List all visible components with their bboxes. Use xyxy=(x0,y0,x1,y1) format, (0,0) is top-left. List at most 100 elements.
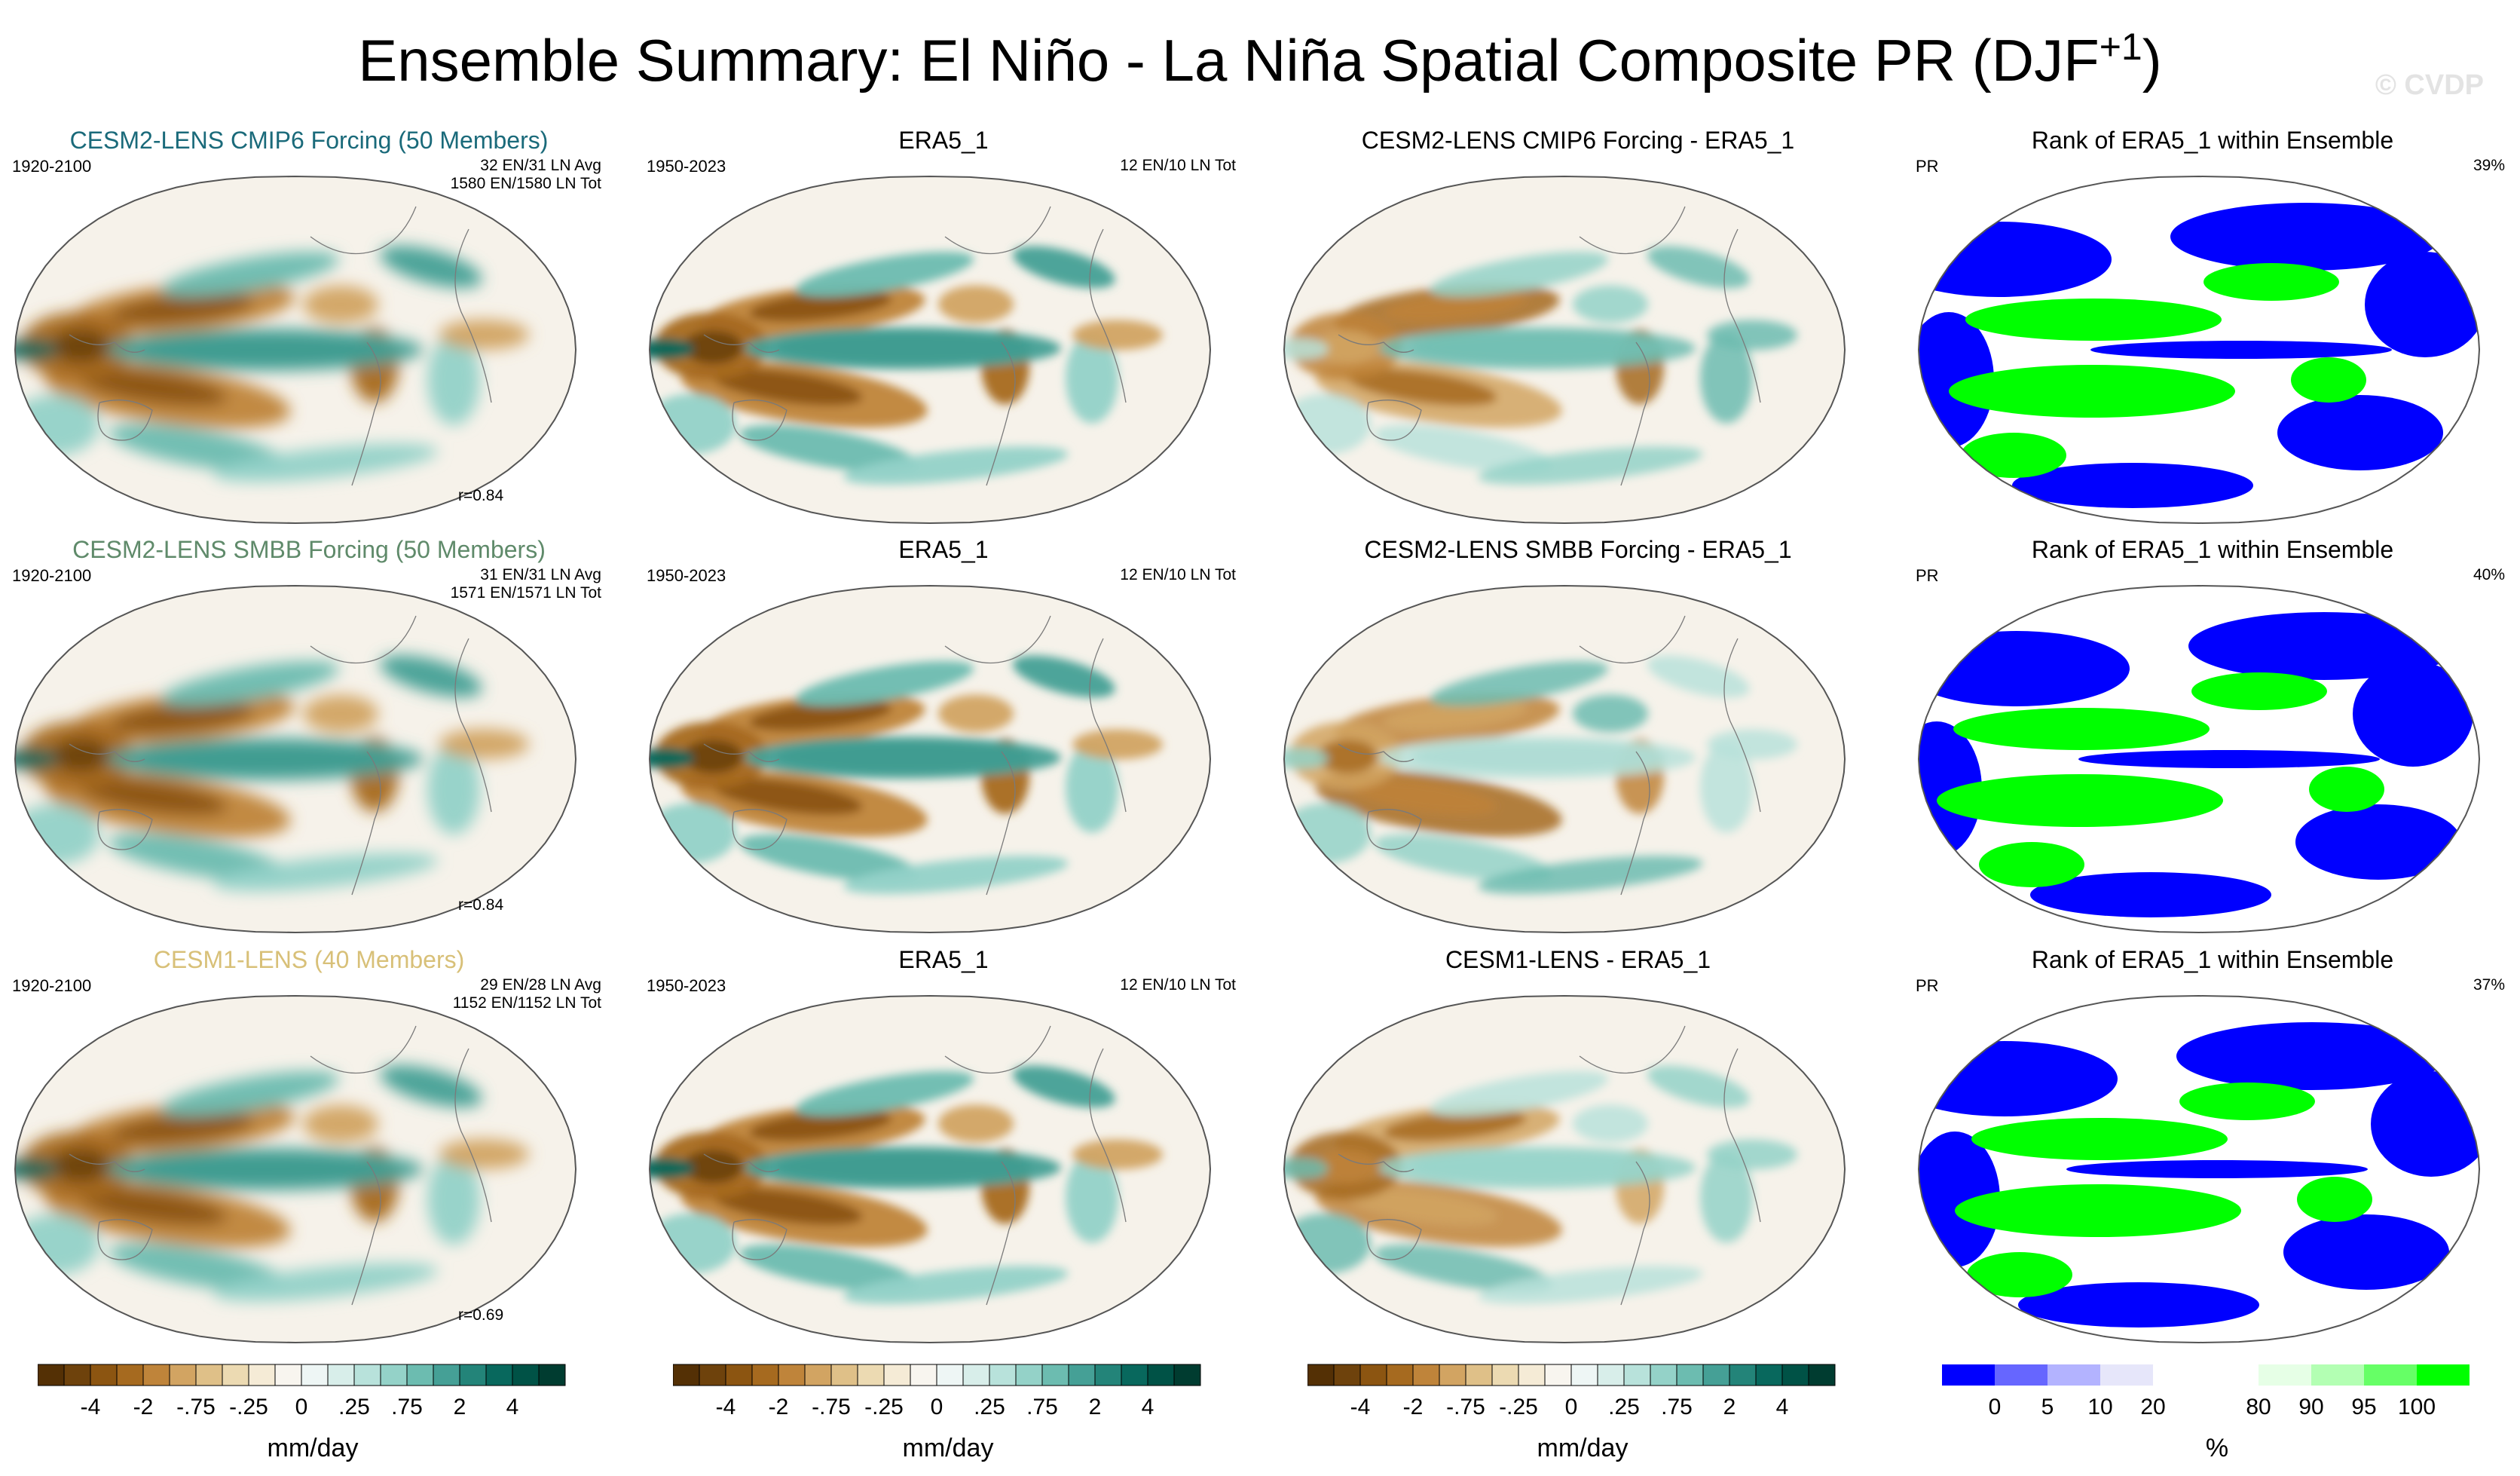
colorbar-swatch xyxy=(248,1364,276,1386)
colorbar-tick-label: -4 xyxy=(1350,1395,1371,1419)
precip-anomaly-region xyxy=(427,335,480,425)
map-outline xyxy=(1283,584,1846,934)
precip-anomaly-region xyxy=(1379,1147,1696,1189)
coastline xyxy=(986,751,1016,896)
coastline xyxy=(97,809,153,850)
precip-anomaly-region xyxy=(15,1214,99,1275)
precip-anomaly-region xyxy=(1430,660,1609,707)
rank-region xyxy=(2012,463,2253,508)
colorbar-tick-label: 0 xyxy=(295,1395,308,1419)
colorbar-tick-label: -.25 xyxy=(864,1395,904,1419)
precip-anomaly-region xyxy=(15,804,99,865)
rank-region xyxy=(1919,721,1982,857)
colorbar-tick-label: 0 xyxy=(931,1395,943,1419)
colorbar-swatch xyxy=(90,1364,118,1386)
coastline xyxy=(69,1153,145,1172)
precip-anomaly-region xyxy=(1374,1244,1552,1292)
colorbar-swatch xyxy=(936,1364,964,1386)
precip-anomaly-region xyxy=(1347,369,1497,406)
map-outline xyxy=(1917,584,2481,934)
coastline xyxy=(944,1025,1051,1074)
map-outline xyxy=(1283,175,1846,525)
coastlines xyxy=(1338,206,1761,486)
colorbar-swatch xyxy=(380,1364,408,1386)
precip-anomaly-region xyxy=(303,286,378,323)
rank-region xyxy=(2203,263,2339,301)
map-outline xyxy=(648,584,1212,934)
precip-anomaly-region xyxy=(108,1243,287,1291)
precip-anomaly-region xyxy=(107,1148,424,1190)
colorbar-swatch xyxy=(1359,1364,1387,1386)
precip-anomaly-region xyxy=(1347,1188,1497,1225)
panel-title: ERA5_1 xyxy=(898,536,989,563)
colorbar-swatch xyxy=(38,1364,65,1386)
map-outline xyxy=(1917,994,2481,1344)
colorbar-tick-label: 0 xyxy=(1565,1395,1578,1419)
colorbar-swatch xyxy=(301,1364,329,1386)
colorbar-swatch xyxy=(1597,1364,1625,1386)
precip-anomaly-region xyxy=(1072,729,1163,760)
precip-anomaly-region xyxy=(213,1263,439,1302)
map-obs-row1 xyxy=(648,175,1212,525)
map-rank-row1 xyxy=(1917,175,2481,525)
precip-anomaly-region xyxy=(650,1213,736,1274)
colorbar-tick-label: 0 xyxy=(1989,1395,2002,1419)
colorbar-swatch xyxy=(116,1364,144,1386)
coastline xyxy=(1366,809,1422,850)
precip-anomaly-region xyxy=(1430,251,1609,298)
panel-rank-row1: Rank of ERA5_1 within Ensemble PR 39% xyxy=(1904,127,2520,534)
coastline xyxy=(97,1219,153,1260)
rank-region xyxy=(2277,395,2443,470)
precip-anomaly-region xyxy=(15,339,58,360)
precip-anomaly-region xyxy=(1072,1139,1163,1170)
panel-ensemble-row1: CESM2-LENS CMIP6 Forcing (50 Members) 19… xyxy=(0,127,618,534)
rank-percent: 37% xyxy=(2473,976,2505,994)
colorbar-swatch xyxy=(1544,1364,1572,1386)
precip-anomaly-region xyxy=(1072,320,1163,351)
coastline xyxy=(1620,1161,1650,1306)
colorbar-swatch xyxy=(962,1364,990,1386)
precip-anomaly-region xyxy=(439,1139,529,1169)
colorbar-tick-label: -2 xyxy=(769,1395,789,1419)
map-rank-row2 xyxy=(1917,584,2481,934)
precip-anomaly-region xyxy=(650,803,736,864)
colorbar-swatch xyxy=(673,1364,700,1386)
panel-title: Rank of ERA5_1 within Ensemble xyxy=(2031,946,2394,973)
colorbar-swatch xyxy=(406,1364,434,1386)
coastline xyxy=(351,1161,381,1306)
colorbar-tick-label: -.75 xyxy=(1446,1395,1485,1419)
map-rank-row3 xyxy=(1917,994,2481,1344)
precip-anomaly-region xyxy=(1379,327,1696,369)
coastlines xyxy=(1338,615,1761,896)
coastline xyxy=(944,615,1051,664)
counts-avg: 29 EN/28 LN Avg xyxy=(480,976,601,994)
coastline xyxy=(1366,400,1422,441)
coastlines xyxy=(69,615,492,896)
rank-region xyxy=(1919,631,2130,706)
map-outline xyxy=(1283,994,1846,1344)
precip-anomaly-region xyxy=(1347,778,1497,815)
precip-anomaly-region xyxy=(50,329,111,363)
map-outline xyxy=(14,994,577,1344)
colorbar-mmday-2: -4 -2 -.75 -.25 0 .25 .75 2 4 mm/day xyxy=(673,1363,1223,1476)
precip-anomaly-region xyxy=(1707,729,1797,760)
precip-anomaly-region xyxy=(749,290,892,322)
period-label: 1950-2023 xyxy=(647,157,726,176)
rank-region xyxy=(1971,1118,2228,1160)
rank-percent: 40% xyxy=(2473,566,2505,583)
precip-anomaly-region xyxy=(712,778,863,815)
colorbar-tick-label: 4 xyxy=(1142,1395,1154,1419)
coastline xyxy=(1089,638,1127,813)
colorbar-tick-label: 2 xyxy=(454,1395,466,1419)
precip-anomaly-region xyxy=(15,1159,58,1180)
precip-anomaly-region xyxy=(683,330,743,364)
colorbar-tick-label: 95 xyxy=(2351,1395,2376,1419)
rank-region xyxy=(1967,1252,2072,1297)
colorbar-swatch xyxy=(1041,1364,1069,1386)
colorbar-tick-label: 4 xyxy=(1776,1395,1789,1419)
precip-anomaly-region xyxy=(380,655,482,697)
precip-anomaly-region xyxy=(77,1188,228,1226)
colorbar-unit-label: % xyxy=(2205,1434,2229,1462)
coastline xyxy=(351,341,381,486)
event-counts: 29 EN/28 LN Avg 1152 EN/1152 LN Tot xyxy=(453,976,601,1012)
